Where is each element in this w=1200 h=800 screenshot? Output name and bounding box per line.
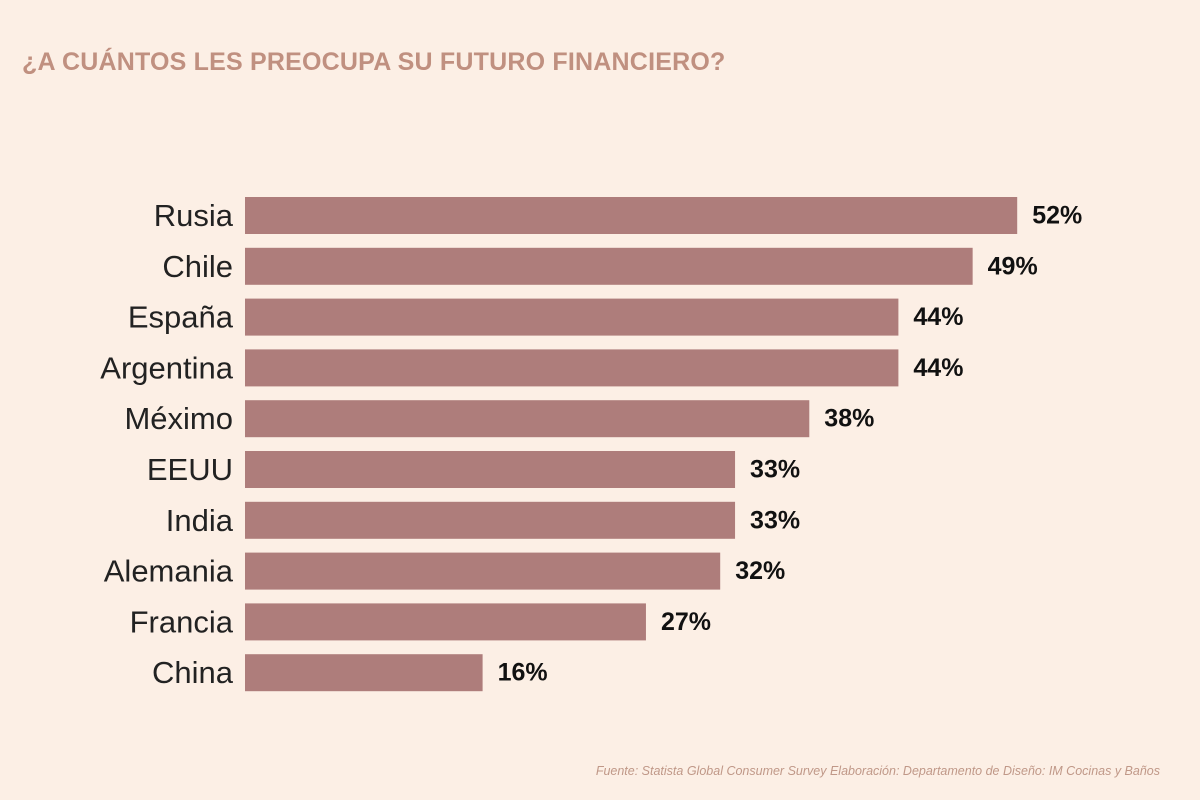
category-label: Chile xyxy=(162,249,233,284)
category-label: China xyxy=(152,655,234,690)
category-label: India xyxy=(166,503,234,538)
category-label: Méximo xyxy=(124,401,233,436)
value-label: 49% xyxy=(988,252,1038,280)
value-label: 44% xyxy=(913,303,963,331)
bar-alemania xyxy=(245,552,721,590)
bar-rusia xyxy=(245,197,1018,234)
bar-méximo xyxy=(245,400,810,438)
value-label: 16% xyxy=(498,659,548,687)
bar-india xyxy=(245,501,736,539)
bar-francia xyxy=(245,603,646,641)
category-label: Rusia xyxy=(154,198,234,233)
value-label: 27% xyxy=(661,608,711,636)
category-label: España xyxy=(128,300,234,335)
category-label: Alemania xyxy=(104,554,234,589)
bar-china xyxy=(245,654,483,692)
source-note: Fuente: Statista Global Consumer Survey … xyxy=(595,764,1160,778)
bar-españa xyxy=(245,298,899,336)
category-label: EEUU xyxy=(147,452,233,487)
value-label: 33% xyxy=(750,506,800,534)
value-label: 33% xyxy=(750,456,800,484)
category-label: Francia xyxy=(130,604,234,639)
bars-group: Rusia 52% Chile 49% España 44% Argentina 44% Méx… xyxy=(100,197,1082,692)
bar-argentina xyxy=(245,349,899,387)
value-label: 52% xyxy=(1032,202,1082,230)
value-label: 32% xyxy=(735,557,785,585)
chart-title: ¿A CUÁNTOS LES PREOCUPA SU FUTURO FINANC… xyxy=(22,48,726,76)
bar-eeuu xyxy=(245,451,736,488)
category-label: Argentina xyxy=(100,350,233,385)
value-label: 38% xyxy=(824,405,874,433)
value-label: 44% xyxy=(913,354,963,382)
bar-chile xyxy=(245,247,973,285)
